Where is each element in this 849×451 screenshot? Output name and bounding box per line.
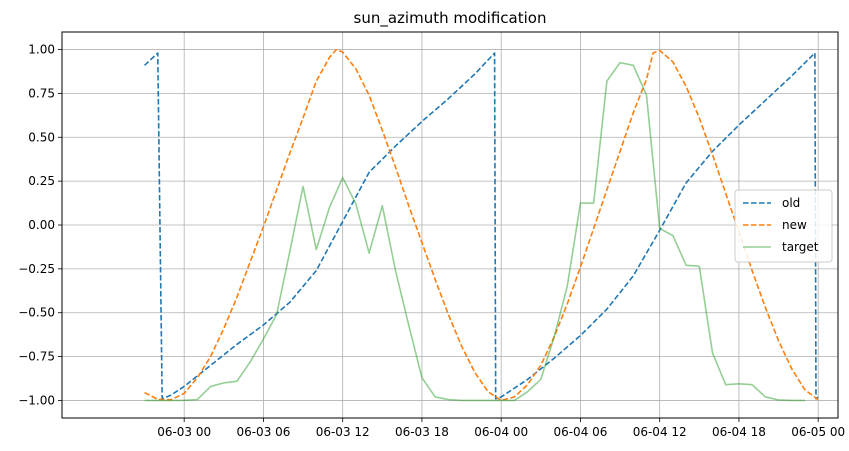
series-line-old xyxy=(144,52,819,400)
y-tick-label: 1.00 xyxy=(28,43,55,57)
x-tick-label: 06-04 00 xyxy=(474,425,528,439)
x-tick-label: 06-03 06 xyxy=(236,425,290,439)
x-tick-label: 06-04 18 xyxy=(712,425,766,439)
series-layer xyxy=(144,48,819,402)
series-line-new xyxy=(144,48,819,402)
legend-label-target: target xyxy=(782,240,819,254)
y-tick-label: −0.75 xyxy=(18,350,55,364)
x-tick-label: 06-03 18 xyxy=(395,425,449,439)
y-tick-label: −0.50 xyxy=(18,306,55,320)
legend: old new target xyxy=(734,189,833,263)
y-axis: 1.00 0.75 0.50 0.25 0.00 −0.25 −0.50 −0.75 −1.00 xyxy=(18,43,62,407)
x-tick-label: 06-05 00 xyxy=(791,425,845,439)
x-tick-label: 06-04 06 xyxy=(553,425,607,439)
chart-title: sun_azimuth modification xyxy=(354,9,547,28)
x-tick-label: 06-03 00 xyxy=(157,425,211,439)
y-tick-label: 0.75 xyxy=(28,86,55,100)
legend-label-old: old xyxy=(782,196,800,210)
x-axis: 06-03 00 06-03 06 06-03 12 06-03 18 06-04 00… xyxy=(157,418,845,439)
legend-label-new: new xyxy=(782,218,807,232)
y-tick-label: 0.25 xyxy=(28,174,55,188)
x-tick-label: 06-04 12 xyxy=(633,425,687,439)
x-tick-label: 06-03 12 xyxy=(316,425,370,439)
legend-frame xyxy=(734,189,833,263)
y-tick-label: −1.00 xyxy=(18,393,55,407)
y-tick-label: 0.00 xyxy=(28,218,55,232)
y-tick-label: 0.50 xyxy=(28,130,55,144)
series-line-target xyxy=(144,61,805,402)
y-tick-label: −0.25 xyxy=(18,262,55,276)
